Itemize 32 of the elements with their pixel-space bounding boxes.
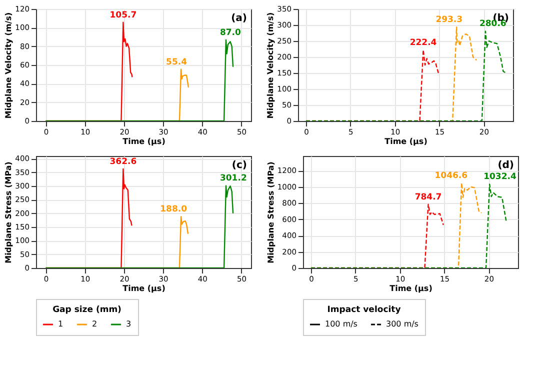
annotation: 784.7 <box>414 192 442 202</box>
text: 100 m/s <box>325 320 358 328</box>
legend-title: Gap size (mm) <box>52 305 122 315</box>
x-axis-title: Time (μs) <box>122 284 166 293</box>
annotation: 1032.4 <box>484 172 516 182</box>
text: 300 m/s <box>386 320 418 328</box>
annotation: (c) <box>232 160 247 171</box>
annotation: 301.2 <box>220 174 247 184</box>
x-axis-title: Time (μs) <box>122 137 166 146</box>
annotation: 87.0 <box>220 28 242 38</box>
line-series <box>45 39 234 121</box>
line-series <box>305 30 506 121</box>
annotation: 55.4 <box>166 57 188 68</box>
annotation: (d) <box>498 160 514 171</box>
annotation: 105.7 <box>110 10 137 20</box>
y-axis-title: Midplane Velocity (m/s) <box>266 12 276 119</box>
annotation: 293.3 <box>436 15 463 26</box>
y-axis-title: Midplane Velocity (m/s) <box>4 12 14 119</box>
x-axis-title: Time (μs) <box>384 137 428 146</box>
legend-title: Impact velocity <box>327 305 402 315</box>
annotation: (a) <box>231 13 247 24</box>
line-series <box>45 185 234 268</box>
annotation: 222.4 <box>410 38 437 48</box>
annotation: 1046.6 <box>434 171 468 182</box>
annotation: 362.6 <box>110 156 137 167</box>
y-axis-title: Midplane Stress (MPa) <box>4 162 14 264</box>
x-axis-title: Time (μs) <box>390 284 432 293</box>
legend-label: 2 <box>92 320 98 328</box>
y-axis-title: Midplane Stress (MPa) <box>266 162 276 264</box>
legend-label: 3 <box>126 320 132 328</box>
legend-label: 1 <box>58 320 64 328</box>
annotation: 188.0 <box>160 204 188 215</box>
